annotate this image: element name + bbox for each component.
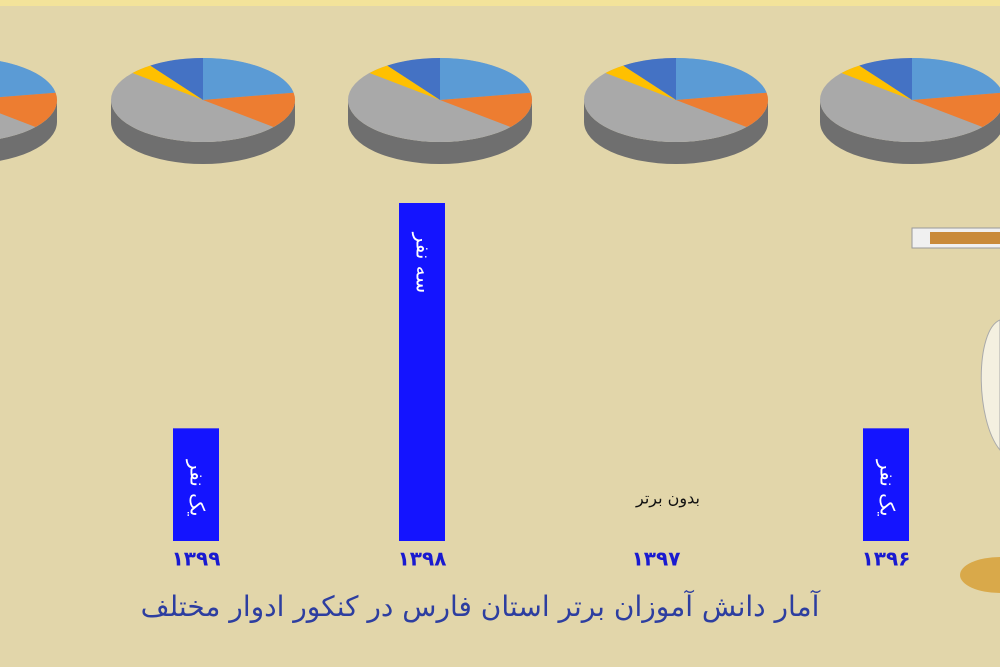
top-strip <box>0 0 1000 6</box>
decoration <box>930 232 1000 244</box>
decoration <box>980 319 1000 451</box>
bar <box>863 428 909 541</box>
value-label: بدون برتر <box>635 489 700 509</box>
value-label: سه نفر <box>412 232 436 294</box>
x-tick-label: ۱۳۹۹ <box>172 547 221 571</box>
x-tick-label: ۱۳۹۶ <box>862 547 911 571</box>
bar <box>399 203 445 541</box>
value-label: یک نفر <box>186 459 210 517</box>
value-label: یک نفر <box>876 459 900 517</box>
pie-decoration <box>584 58 769 164</box>
pie-decoration <box>111 58 296 164</box>
bar <box>173 428 219 541</box>
chart-title: آمار دانش آموزان برتر استان فارس در کنکو… <box>141 590 821 623</box>
decoration <box>960 557 1000 593</box>
x-tick-label: ۱۳۹۷ <box>632 547 681 571</box>
pie-decoration <box>820 58 1000 164</box>
x-tick-label: ۱۳۹۸ <box>398 547 447 571</box>
pie-decoration <box>348 58 533 164</box>
pie-decoration <box>0 58 58 164</box>
